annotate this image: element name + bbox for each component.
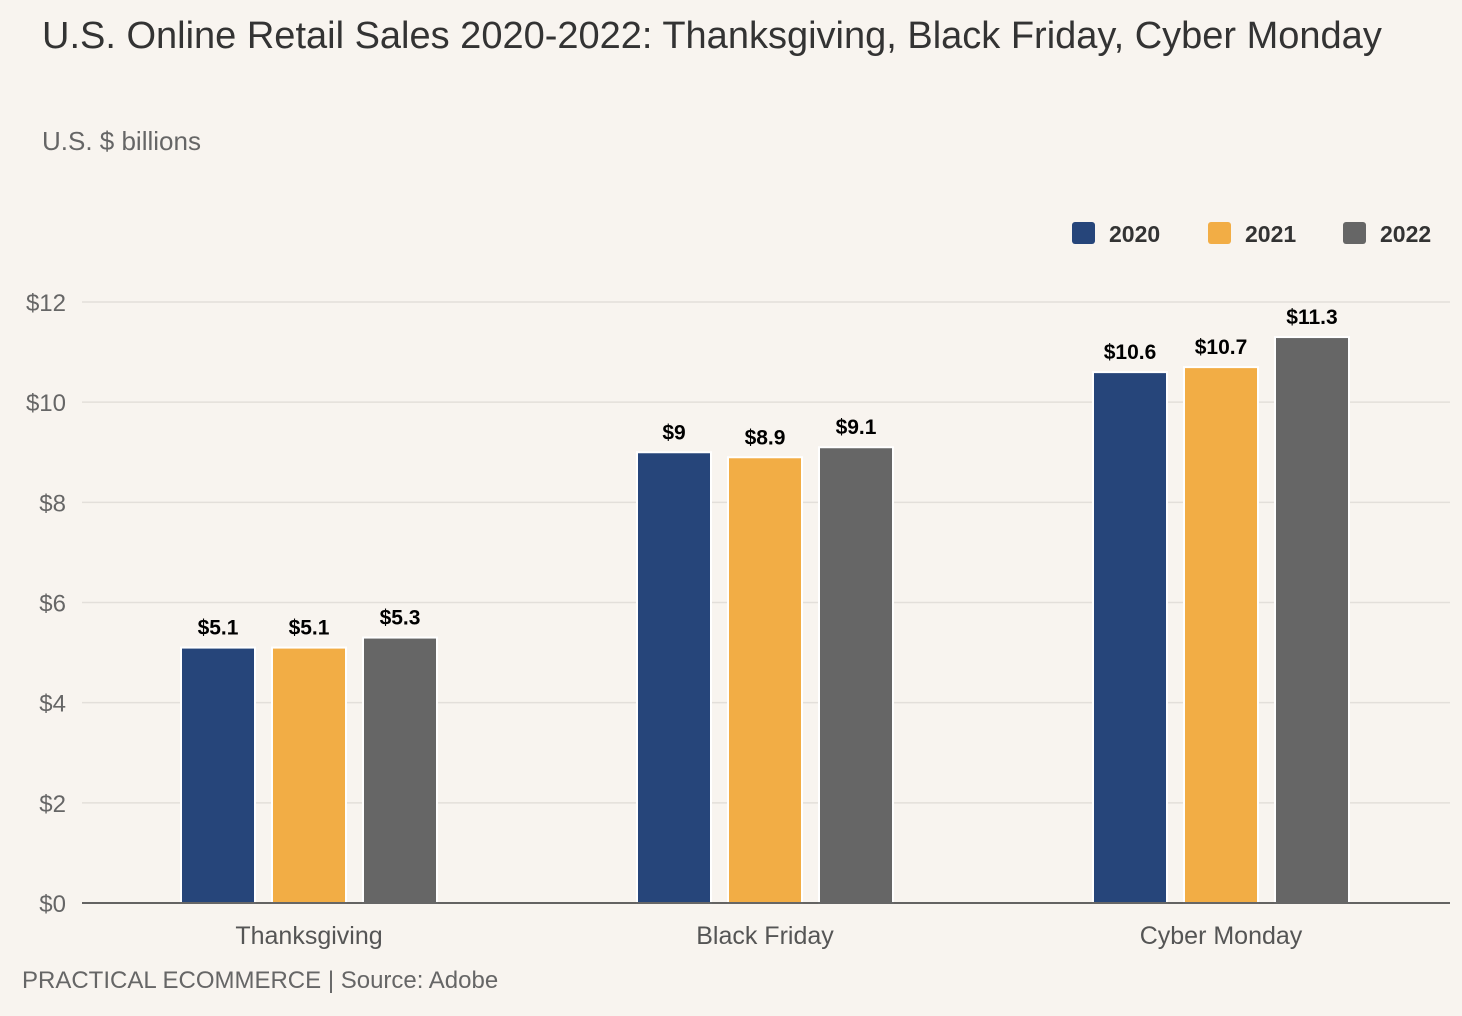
bar-2021-thanksgiving bbox=[271, 646, 347, 905]
bars bbox=[180, 336, 1350, 905]
x-category-label: Thanksgiving bbox=[235, 922, 382, 950]
data-label: $8.9 bbox=[745, 426, 786, 449]
data-label: $11.3 bbox=[1286, 306, 1337, 329]
data-label: $5.1 bbox=[289, 617, 330, 640]
legend-label-2022: 2022 bbox=[1380, 221, 1431, 247]
source-footer: PRACTICAL ECOMMERCE | Source: Adobe bbox=[22, 967, 499, 994]
bar-2022-black-friday bbox=[818, 446, 894, 904]
data-label: $9.1 bbox=[836, 416, 877, 439]
value-labels: $5.1 $5.1 $5.3 $9 $8.9 $9.1 $10.6 $10.7 $11.3 bbox=[198, 306, 1338, 640]
data-label: $9 bbox=[662, 421, 685, 444]
bar-2020-thanksgiving bbox=[180, 646, 256, 905]
y-tick-label: $2 bbox=[39, 791, 66, 818]
chart-subtitle: U.S. $ billions bbox=[42, 126, 201, 156]
y-tick-label: $6 bbox=[39, 591, 66, 618]
bar-2021-cyber-monday bbox=[1183, 366, 1259, 904]
y-tick-label: $4 bbox=[39, 691, 66, 718]
legend-swatch-2020 bbox=[1072, 222, 1095, 244]
legend-swatch-2021 bbox=[1208, 222, 1231, 244]
y-tick-label: $8 bbox=[39, 490, 66, 517]
bar-2020-black-friday bbox=[636, 451, 712, 904]
bar-2020-cyber-monday bbox=[1092, 371, 1168, 905]
y-tick-label: $10 bbox=[26, 390, 66, 417]
x-axis-categories: Thanksgiving Black Friday Cyber Monday bbox=[235, 922, 1302, 950]
chart-title: U.S. Online Retail Sales 2020-2022: Than… bbox=[42, 15, 1382, 57]
legend: 2020 2021 2022 bbox=[1072, 221, 1431, 247]
legend-swatch-2022 bbox=[1343, 222, 1366, 244]
data-label: $10.6 bbox=[1104, 341, 1157, 364]
x-category-label: Black Friday bbox=[696, 922, 834, 950]
bar-2022-cyber-monday bbox=[1274, 336, 1350, 904]
data-label: $10.7 bbox=[1195, 336, 1248, 359]
y-tick-label: $0 bbox=[39, 891, 66, 918]
legend-label-2020: 2020 bbox=[1109, 221, 1160, 247]
data-label: $5.3 bbox=[380, 607, 421, 630]
y-axis-ticks: $0 $2 $4 $6 $8 $10 $12 bbox=[26, 290, 66, 918]
bar-2022-thanksgiving bbox=[362, 636, 438, 905]
legend-label-2021: 2021 bbox=[1245, 221, 1296, 247]
data-label: $5.1 bbox=[198, 617, 239, 640]
x-category-label: Cyber Monday bbox=[1140, 922, 1303, 950]
bar-2021-black-friday bbox=[727, 456, 803, 904]
y-tick-label: $12 bbox=[26, 290, 66, 317]
